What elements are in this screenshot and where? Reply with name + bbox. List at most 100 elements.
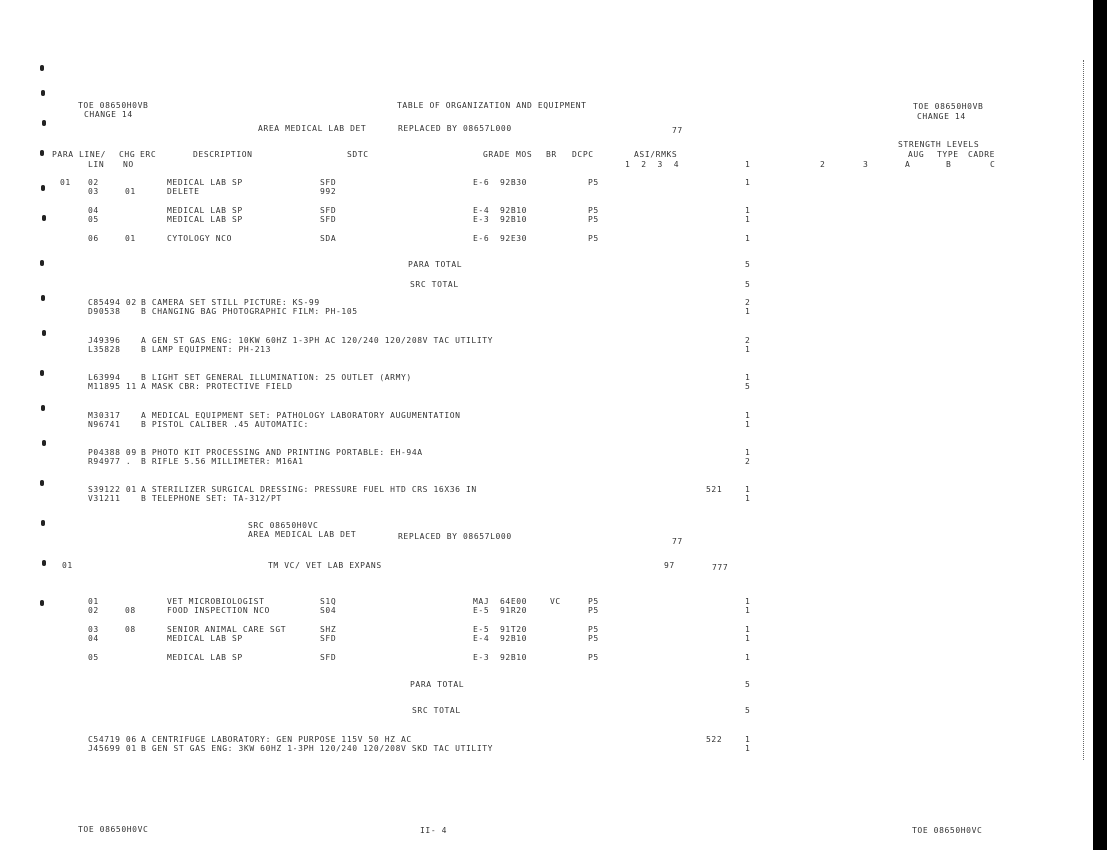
- position-description: SENIOR ANIMAL CARE SGT: [167, 625, 287, 634]
- change-number: 01: [125, 187, 136, 196]
- strength-levels-header: STRENGTH LEVELS: [898, 140, 980, 149]
- dcpc: P5: [588, 234, 599, 243]
- line-number: 05: [88, 653, 99, 662]
- strength-level-1: 1: [745, 178, 751, 187]
- dcpc: P5: [588, 606, 599, 615]
- equipment-lin: S39122 01: [88, 485, 137, 494]
- sdtc: SFD: [320, 653, 337, 662]
- unit-name: AREA MEDICAL LAB DET: [258, 124, 367, 133]
- scan-mark: [41, 295, 45, 301]
- equipment-description: A STERILIZER SURGICAL DRESSING: PRESSURE…: [141, 485, 477, 494]
- sdtc: S1Q: [320, 597, 337, 606]
- col-str-a: A: [905, 160, 911, 169]
- col-chg: CHG: [119, 150, 136, 159]
- equipment-strength: 5: [745, 382, 751, 391]
- line-number: 03: [88, 625, 99, 634]
- change-right: CHANGE 14: [917, 112, 966, 121]
- col-lin: LIN: [88, 160, 105, 169]
- footer-toe-right: TOE 08650H0VC: [912, 826, 983, 835]
- unit-name-2: AREA MEDICAL LAB DET: [248, 530, 357, 539]
- grade: E-3: [473, 653, 490, 662]
- para-total-label: PARA TOTAL: [410, 680, 465, 689]
- grade: E-3: [473, 215, 490, 224]
- position-description: VET MICROBIOLOGIST: [167, 597, 265, 606]
- col-type: TYPE: [937, 150, 959, 159]
- mos: 92B10: [500, 653, 528, 662]
- scan-mark: [42, 330, 46, 336]
- para-total-value: 5: [745, 680, 751, 689]
- equipment-description: B GEN ST GAS ENG: 3KW 60HZ 1-3PH 120/240…: [141, 744, 494, 753]
- para-remark-2: 777: [712, 563, 729, 572]
- mos: 92B10: [500, 206, 528, 215]
- equipment-remark: 522: [706, 735, 723, 744]
- col-dcpc: DCPC: [572, 150, 594, 159]
- scan-mark: [42, 440, 46, 446]
- strength-level-1: 1: [745, 206, 751, 215]
- col-description: DESCRIPTION: [193, 150, 253, 159]
- strength-level-1: 1: [745, 625, 751, 634]
- scan-mark: [41, 405, 45, 411]
- col-erc: ERC: [140, 150, 157, 159]
- col-cadre: CADRE: [968, 150, 996, 159]
- line-number: 02: [88, 178, 99, 187]
- mos: 91R20: [500, 606, 528, 615]
- mos: 92B10: [500, 215, 528, 224]
- scan-mark: [41, 90, 45, 96]
- equipment-strength: 1: [745, 485, 751, 494]
- col-asi-rmks: ASI/RMKS: [634, 150, 678, 159]
- mos: 92E30: [500, 234, 528, 243]
- src-number: SRC 08650H0VC: [248, 521, 319, 530]
- col-str-c: C: [990, 160, 996, 169]
- margin-rule: [1083, 60, 1085, 760]
- equipment-strength: 1: [745, 420, 751, 429]
- equipment-description: A MEDICAL EQUIPMENT SET: PATHOLOGY LABOR…: [141, 411, 461, 420]
- col-aug: AUG: [908, 150, 925, 159]
- grade: E-4: [473, 634, 490, 643]
- equipment-description: B PHOTO KIT PROCESSING AND PRINTING PORT…: [141, 448, 423, 457]
- mos: 92B30: [500, 178, 528, 187]
- equipment-description: B PISTOL CALIBER .45 AUTOMATIC:: [141, 420, 309, 429]
- strength-level-1: 1: [745, 606, 751, 615]
- col-line: LINE/: [79, 150, 107, 159]
- strength-level-1: 1: [745, 634, 751, 643]
- col-no: NO: [123, 160, 134, 169]
- equipment-description: A MASK CBR: PROTECTIVE FIELD: [141, 382, 293, 391]
- equipment-lin: L35828: [88, 345, 121, 354]
- col-grade: GRADE: [483, 150, 511, 159]
- strength-level-1: 1: [745, 234, 751, 243]
- para-number: 01: [60, 178, 71, 187]
- position-description: MEDICAL LAB SP: [167, 653, 243, 662]
- equipment-lin: R94977 .: [88, 457, 132, 466]
- branch: VC: [550, 597, 561, 606]
- equipment-remark: 521: [706, 485, 723, 494]
- scan-mark: [41, 520, 45, 526]
- col-sdtc: SDTC: [347, 150, 369, 159]
- position-description: MEDICAL LAB SP: [167, 215, 243, 224]
- line-number: 02: [88, 606, 99, 615]
- para-number: 01: [62, 561, 73, 570]
- position-description: CYTOLOGY NCO: [167, 234, 232, 243]
- dcpc: P5: [588, 178, 599, 187]
- sdtc: SFD: [320, 215, 337, 224]
- scan-mark: [40, 260, 44, 266]
- dcpc: P5: [588, 653, 599, 662]
- line-number: 04: [88, 634, 99, 643]
- document-title: TABLE OF ORGANIZATION AND EQUIPMENT: [397, 101, 587, 110]
- equipment-strength: 1: [745, 345, 751, 354]
- position-description: MEDICAL LAB SP: [167, 178, 243, 187]
- sdtc: 992: [320, 187, 337, 196]
- equipment-strength: 1: [745, 494, 751, 503]
- sdtc: S04: [320, 606, 337, 615]
- col-str-1: 1: [745, 160, 751, 169]
- position-description: MEDICAL LAB SP: [167, 634, 243, 643]
- para-total-label: PARA TOTAL: [408, 260, 463, 269]
- mark-2: 77: [672, 537, 683, 546]
- line-number: 04: [88, 206, 99, 215]
- equipment-lin: N96741: [88, 420, 121, 429]
- para-total-value: 5: [745, 260, 751, 269]
- equipment-description: B CHANGING BAG PHOTOGRAPHIC FILM: PH-105: [141, 307, 358, 316]
- equipment-description: B RIFLE 5.56 MILLIMETER: M16A1: [141, 457, 304, 466]
- equipment-lin: J45699 01: [88, 744, 137, 753]
- position-description: MEDICAL LAB SP: [167, 206, 243, 215]
- position-description: FOOD INSPECTION NCO: [167, 606, 270, 615]
